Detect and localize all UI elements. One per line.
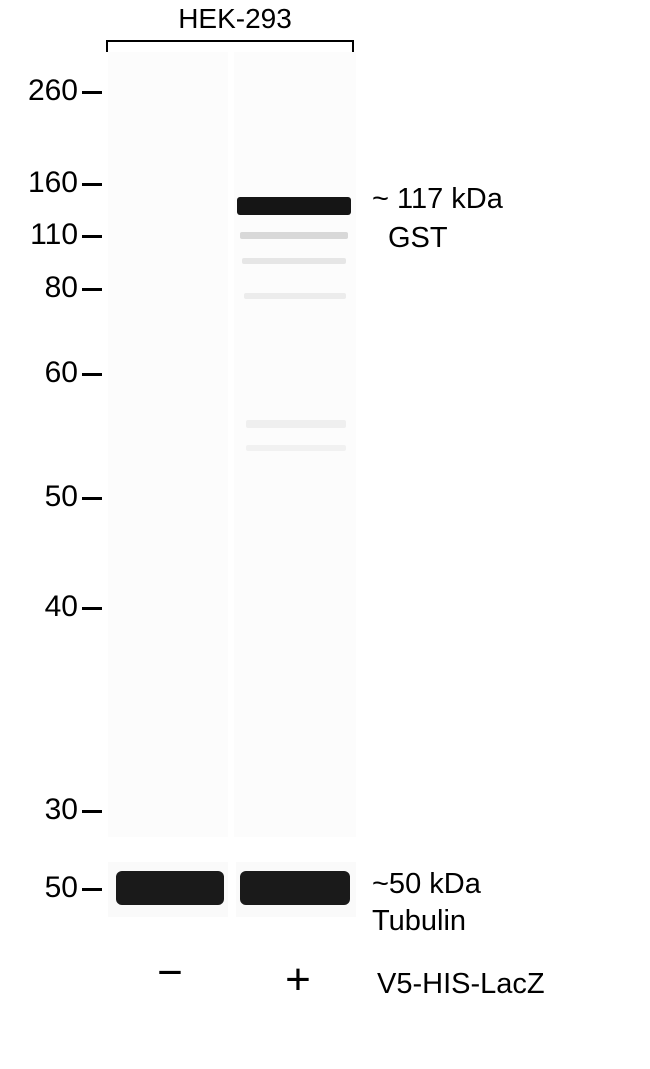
ladder-label: 50 xyxy=(0,871,78,905)
ladder-label: 50 xyxy=(0,480,78,514)
ladder-label: 160 xyxy=(0,166,78,200)
western-blot-figure: HEK-293 260 160 110 80 60 50 40 30 ~ 117… xyxy=(0,0,650,1069)
lane-divider-main xyxy=(228,52,234,837)
ladder-tick xyxy=(82,888,102,891)
ladder-label: 110 xyxy=(0,218,78,252)
faint-band xyxy=(246,445,346,451)
faint-band xyxy=(240,232,348,239)
faint-band xyxy=(244,293,346,299)
gst-band-117kda xyxy=(237,197,351,215)
lane-divider-tubulin xyxy=(228,862,236,917)
ladder-tick xyxy=(82,91,102,94)
ladder-label: 40 xyxy=(0,590,78,624)
faint-band xyxy=(242,258,346,264)
loading-control-annotation-name: Tubulin xyxy=(372,905,466,938)
loading-control-annotation-size: ~50 kDa xyxy=(372,868,481,901)
ladder-tick xyxy=(82,810,102,813)
ladder-tick xyxy=(82,288,102,291)
ladder-label: 260 xyxy=(0,74,78,108)
ladder-tick xyxy=(82,497,102,500)
lane2-plus-symbol: + xyxy=(280,955,316,1005)
ladder-label: 30 xyxy=(0,793,78,827)
ladder-label: 60 xyxy=(0,356,78,390)
lane1-minus-symbol: − xyxy=(152,948,188,998)
faint-band xyxy=(246,420,346,428)
cell-line-label: HEK-293 xyxy=(175,3,295,35)
construct-label: V5-HIS-LacZ xyxy=(377,968,545,1001)
ladder-tick xyxy=(82,183,102,186)
ladder-tick xyxy=(82,607,102,610)
tubulin-band-lane2 xyxy=(240,871,350,905)
ladder-label: 80 xyxy=(0,271,78,305)
target-band-annotation-size: ~ 117 kDa xyxy=(372,183,503,216)
lane-bracket xyxy=(106,40,354,42)
tubulin-band-lane1 xyxy=(116,871,224,905)
ladder-tick xyxy=(82,373,102,376)
target-band-annotation-name: GST xyxy=(388,222,448,255)
ladder-tick xyxy=(82,235,102,238)
